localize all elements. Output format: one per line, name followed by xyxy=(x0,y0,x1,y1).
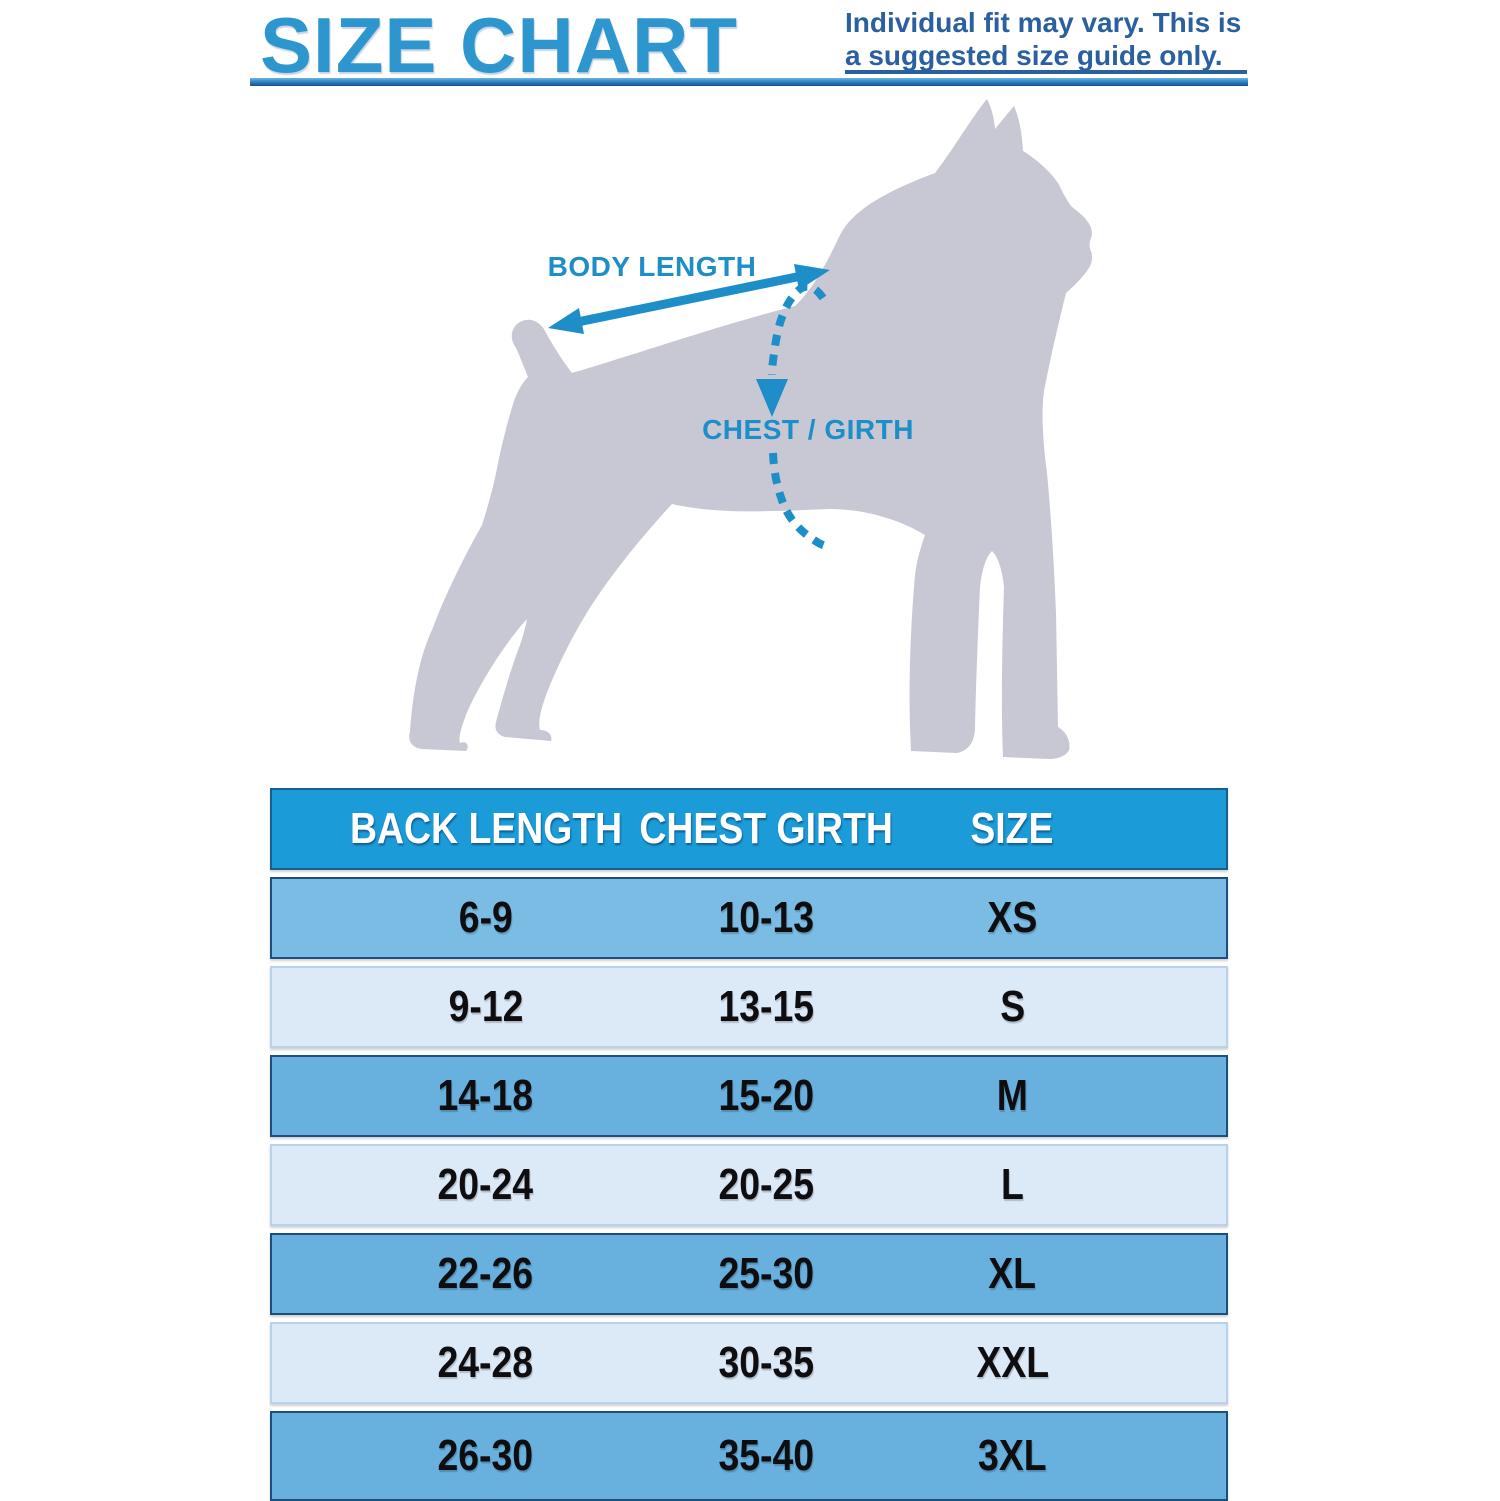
cell-back-length: 22-26 xyxy=(437,1249,534,1298)
table-row-s: 9-12 13-15 S xyxy=(270,966,1228,1048)
note-underline xyxy=(845,70,1247,74)
table-row-xxl: 24-28 30-35 XXL xyxy=(270,1322,1228,1404)
cell-back-length: 24-28 xyxy=(437,1338,534,1387)
cell-size: XXL xyxy=(975,1338,1049,1387)
table-row-xl: 22-26 25-30 XL xyxy=(270,1233,1228,1315)
cell-size: XS xyxy=(987,893,1038,942)
cell-size: 3XL xyxy=(977,1431,1047,1480)
fit-note: Individual fit may vary. This is a sugge… xyxy=(845,6,1255,72)
cell-size: S xyxy=(999,982,1025,1031)
chest-girth-dash-top xyxy=(768,282,827,376)
cell-size: XL xyxy=(988,1249,1037,1298)
cell-chest-girth: 15-20 xyxy=(718,1071,814,1120)
dog-silhouette xyxy=(409,99,1093,759)
dog-measurement-diagram: BODY LENGTH CHEST / GIRTH xyxy=(409,99,1093,759)
cell-size: L xyxy=(1000,1160,1024,1209)
table-row-3xl: 26-30 35-40 3XL xyxy=(270,1411,1228,1501)
column-header-back-length: BACK LENGTH xyxy=(349,804,622,853)
fit-note-line2: a suggested size guide only. xyxy=(845,40,1223,71)
cell-chest-girth: 35-40 xyxy=(718,1431,814,1480)
table-row-m: 14-18 15-20 M xyxy=(270,1055,1228,1137)
cell-chest-girth: 30-35 xyxy=(718,1338,814,1387)
cell-back-length: 9-12 xyxy=(448,982,524,1031)
cell-chest-girth: 10-13 xyxy=(718,893,814,942)
cell-chest-girth: 20-25 xyxy=(718,1160,814,1209)
cell-chest-girth: 25-30 xyxy=(718,1249,814,1298)
title-rule xyxy=(250,78,1248,86)
page-title: SIZE CHART xyxy=(260,1,738,89)
column-header-chest-girth: CHEST GIRTH xyxy=(639,804,893,853)
table-row-l: 20-24 20-25 L xyxy=(270,1144,1228,1226)
body-length-label: BODY LENGTH xyxy=(548,251,757,282)
chest-girth-arrowhead xyxy=(756,379,788,417)
cell-back-length: 20-24 xyxy=(437,1160,534,1209)
size-table: BACK LENGTH CHEST GIRTH SIZE 6-9 10-13 X… xyxy=(270,788,1228,1501)
cell-size: M xyxy=(996,1071,1028,1120)
chest-girth-dash-bottom xyxy=(769,452,828,550)
column-header-size: SIZE xyxy=(970,804,1054,853)
cell-back-length: 6-9 xyxy=(458,893,513,942)
fit-note-line1: Individual fit may vary. This is xyxy=(845,7,1242,38)
cell-chest-girth: 13-15 xyxy=(718,982,814,1031)
cell-back-length: 14-18 xyxy=(437,1071,534,1120)
cell-back-length: 26-30 xyxy=(437,1431,534,1480)
table-header-row: BACK LENGTH CHEST GIRTH SIZE xyxy=(270,788,1228,870)
chest-girth-label: CHEST / GIRTH xyxy=(702,414,914,445)
table-row-xs: 6-9 10-13 XS xyxy=(270,877,1228,959)
